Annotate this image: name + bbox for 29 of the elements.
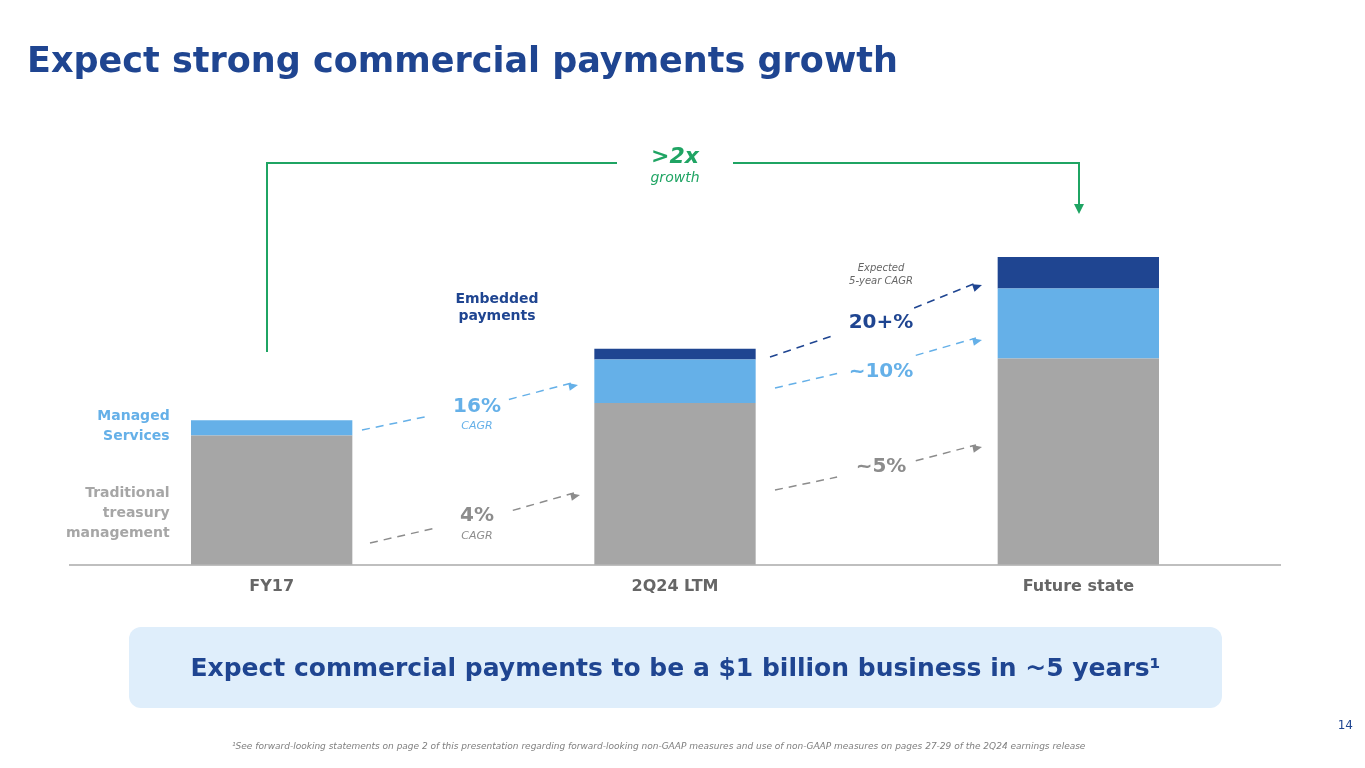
- x-tick-label: FY17: [249, 575, 295, 595]
- annotation: 16%: [453, 393, 501, 418]
- annotation: 5-year CAGR: [849, 274, 913, 286]
- annotation: CAGR: [461, 418, 493, 432]
- text: >2x: [651, 142, 700, 168]
- annotation: 4%: [460, 502, 494, 527]
- bar: [191, 420, 353, 436]
- annotation: CAGR: [461, 528, 493, 542]
- chart-title: Expect strong commercial payments growth: [27, 40, 898, 80]
- x-tick-label: 2Q24 LTM: [631, 575, 719, 595]
- text: 14: [1337, 718, 1353, 732]
- bar: [594, 348, 756, 360]
- series-label: Traditional treasury management: [65, 483, 170, 540]
- annotation: 20+%: [848, 309, 914, 334]
- text: Embedded payments: [455, 290, 539, 324]
- text: ¹See forward-looking statements on page 2 of this presentation regarding forward-looking non-GAAP measures and use of non-GAAP measures on pages 27-29 of the 2Q24 earnings release: [232, 741, 1086, 751]
- series-label: Managed Services: [97, 407, 170, 444]
- x-tick-label: Future state: [1022, 575, 1135, 595]
- annotation: ~10%: [848, 358, 914, 383]
- annotation: ~5%: [855, 453, 907, 478]
- bar: [594, 359, 756, 403]
- bar: [997, 358, 1159, 565]
- bar: [997, 288, 1159, 359]
- bar: [997, 257, 1159, 289]
- text: growth: [650, 168, 700, 185]
- text: Expect commercial payments to be a $1 billion business in ~5 years¹: [190, 653, 1161, 682]
- bar: [594, 402, 756, 565]
- annotation: Expected: [857, 261, 905, 273]
- bar: [191, 435, 353, 565]
